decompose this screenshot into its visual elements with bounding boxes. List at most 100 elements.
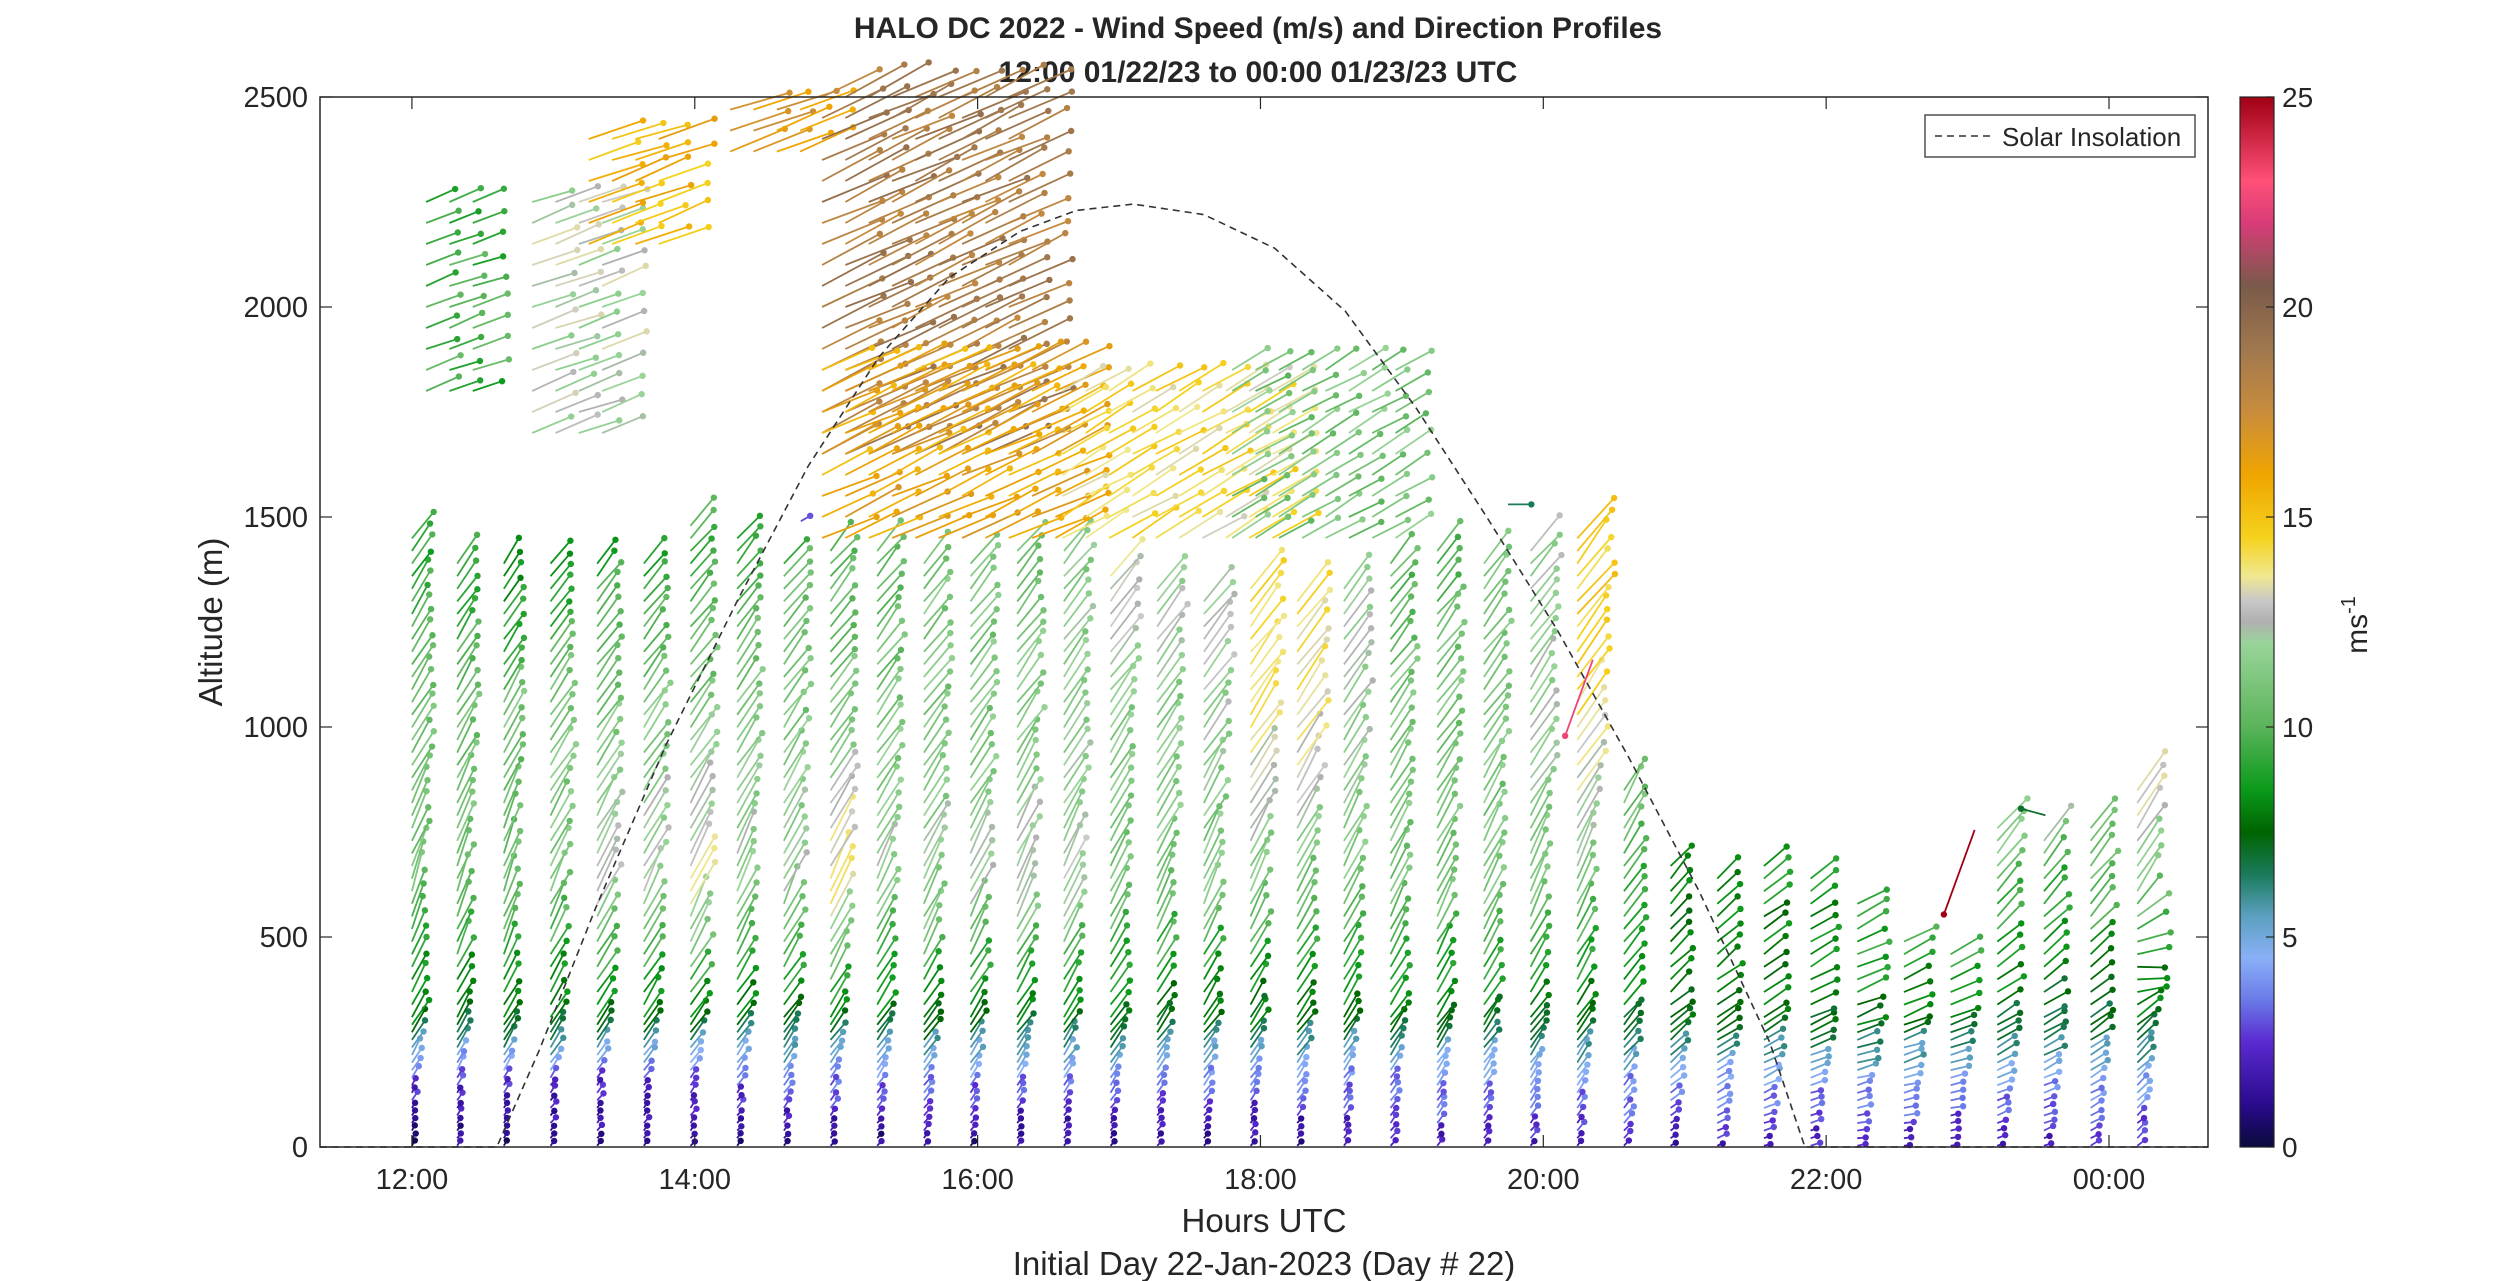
wind-barb-tip: [708, 800, 715, 807]
wind-barb-tip: [854, 762, 861, 769]
wind-barb-tip: [1501, 829, 1508, 836]
upper-wind-barb: [961, 69, 1024, 98]
wind-barb-tip: [1775, 1075, 1783, 1083]
wind-barb-tip: [1402, 920, 1409, 927]
wind-barb-tip: [504, 1107, 512, 1114]
wind-barb-tip: [830, 1130, 838, 1137]
upper-wind-barb-tip: [1334, 495, 1342, 503]
wind-barb: [1903, 1021, 1929, 1034]
wind-barb: [876, 1018, 891, 1041]
solar-insolation-line: [320, 203, 2208, 1148]
wind-barb: [1576, 842, 1595, 879]
wind-barb-tip: [664, 584, 671, 592]
upper-wind-barb-tip: [1332, 371, 1340, 379]
wind-barb: [783, 571, 812, 603]
upper-wind-barb: [1055, 345, 1110, 371]
wind-barb-tip: [1176, 626, 1183, 633]
wind-barb-tip: [1077, 949, 1085, 956]
wind-barb-tip: [851, 785, 859, 793]
wind-barb: [643, 1009, 662, 1033]
wind-barb: [411, 523, 431, 552]
wind-barb-tip: [457, 1122, 464, 1129]
wind-barb-tip: [460, 1048, 468, 1055]
upper-wind-barb-tip: [457, 352, 464, 359]
wind-barb-tip: [616, 621, 623, 628]
wind-barb-tip: [937, 1008, 945, 1015]
wind-barb-tip: [1688, 986, 1695, 993]
wind-barb: [1529, 779, 1550, 817]
wind-barb: [1950, 935, 1981, 955]
wind-barb: [1436, 547, 1461, 577]
wind-barb-tip: [1544, 863, 1551, 870]
wind-barb-tip: [1227, 623, 1235, 631]
upper-wind-barb-tip: [895, 483, 902, 491]
wind-barb-tip: [2018, 815, 2025, 822]
wind-barb: [1063, 864, 1084, 905]
wind-barb: [643, 895, 665, 930]
wind-barb-tip: [1736, 1014, 1743, 1022]
wind-barb-tip: [755, 736, 762, 744]
wind-barb: [1156, 869, 1173, 905]
upper-wind-barb-tip: [849, 106, 856, 113]
wind-barb: [1343, 627, 1372, 665]
wind-barb-tip: [1218, 849, 1225, 856]
upper-wind-barb: [938, 346, 990, 371]
upper-wind-barb: [821, 389, 878, 413]
wind-barb-tip: [1886, 938, 1893, 945]
upper-wind-barb-tip: [1197, 466, 1205, 473]
upper-wind-barb-tip: [1080, 363, 1087, 370]
wind-barb-tip: [1357, 934, 1365, 941]
wind-barb-tip: [1451, 790, 1459, 798]
upper-wind-barb: [891, 295, 948, 329]
wind-barb-tip: [1365, 551, 1373, 558]
wind-barb: [1109, 964, 1131, 993]
wind-barb-tip: [2163, 983, 2170, 990]
upper-wind-barb: [1395, 412, 1427, 434]
wind-barb: [1063, 935, 1084, 968]
upper-wind-barb: [1155, 510, 1200, 539]
upper-wind-barb: [1062, 386, 1107, 413]
upper-wind-barb: [425, 314, 458, 329]
wind-barb: [643, 841, 667, 880]
wind-barb-tip: [516, 999, 523, 1006]
wind-barb: [689, 583, 715, 615]
wind-barb: [1576, 547, 1609, 590]
upper-wind-barb: [891, 342, 945, 371]
upper-wind-barb: [1054, 384, 1104, 413]
wind-barb: [411, 953, 428, 980]
wind-barb-tip: [705, 820, 713, 827]
wind-barb-tip: [2062, 1018, 2069, 1025]
upper-wind-barb-tip: [638, 179, 645, 187]
wind-barb-tip: [1084, 725, 1091, 733]
wind-barb-tip: [1675, 1099, 1682, 1106]
wind-barb-tip: [1638, 996, 1645, 1003]
wind-barb-tip: [662, 838, 670, 846]
upper-wind-barb-tip: [1308, 517, 1315, 524]
upper-wind-barb: [1031, 517, 1087, 539]
wind-barb-tip: [1578, 1130, 1585, 1137]
wind-barb-tip: [1591, 963, 1598, 970]
upper-wind-barb-tip: [1065, 194, 1072, 202]
wind-barb: [1063, 961, 1080, 993]
wind-barb-tip: [1548, 649, 1556, 657]
wind-barb: [1529, 1004, 1548, 1026]
wind-barb: [2136, 1031, 2153, 1049]
x-axis: 12:00 14:00 16:00 18:00 20:00 22:00 00:00: [376, 97, 2145, 1196]
upper-wind-barb-tip: [1172, 492, 1179, 500]
wind-barb: [1576, 1030, 1591, 1049]
upper-wind-barb-tip: [639, 289, 646, 297]
wind-barb: [1156, 818, 1176, 854]
wind-barb-tip: [612, 846, 619, 853]
wind-barb: [1903, 951, 1933, 968]
wind-barb: [1483, 783, 1504, 817]
wind-barb-tip: [791, 1052, 798, 1060]
wind-barb-tip: [1250, 1114, 1258, 1122]
upper-wind-barb: [914, 254, 973, 287]
wind-barb: [1156, 654, 1183, 691]
wind-barb-tip: [927, 1087, 935, 1094]
wind-barb-tip: [664, 774, 671, 781]
wind-barb-tip: [989, 836, 996, 844]
wind-barb-tip: [1204, 1123, 1212, 1130]
wind-barb: [456, 829, 470, 867]
wind-barb-tip: [422, 959, 429, 967]
